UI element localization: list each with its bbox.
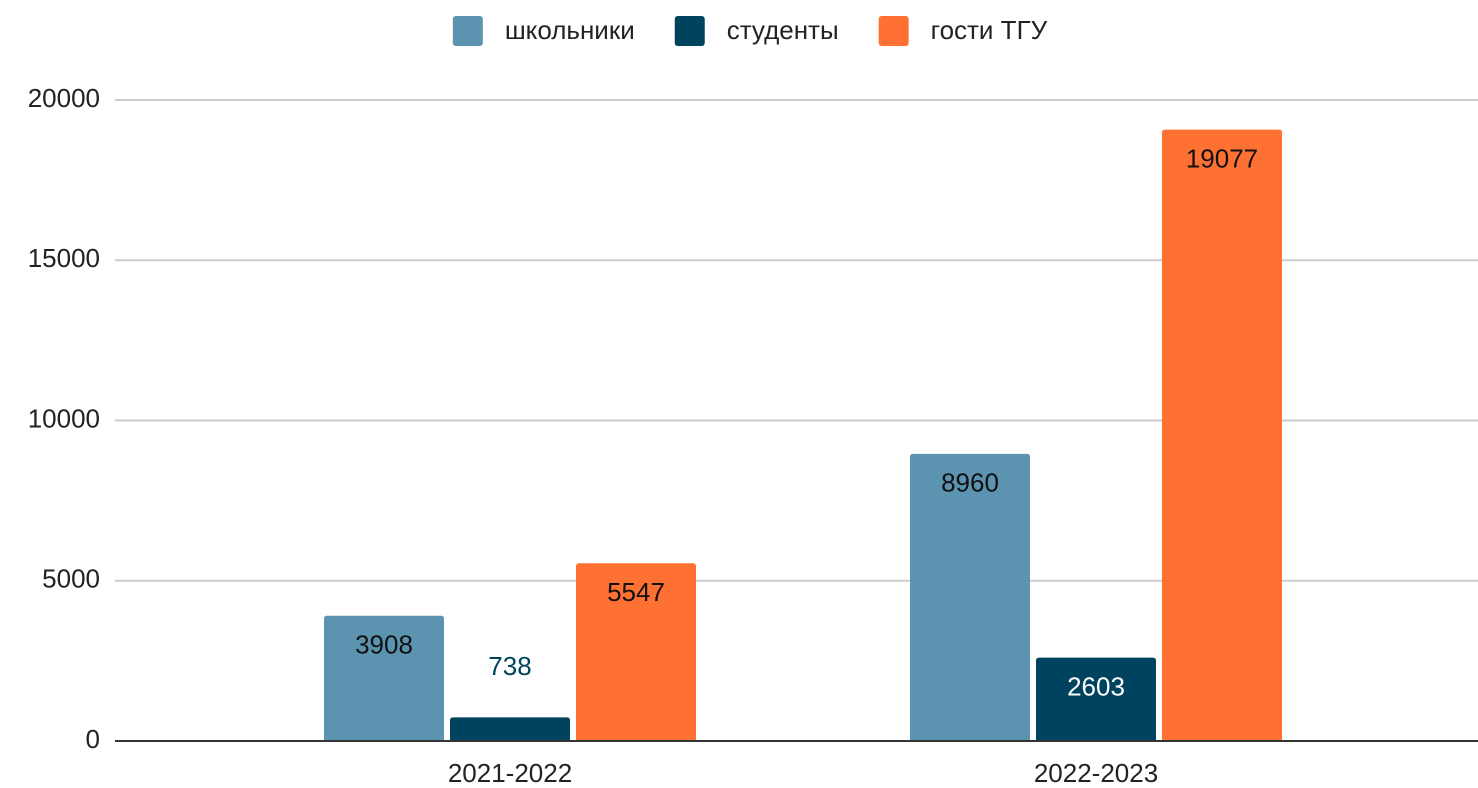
y-tick-label: 15000 bbox=[28, 243, 100, 273]
x-tick-label: 2022-2023 bbox=[1034, 758, 1158, 788]
legend-swatch bbox=[674, 16, 705, 46]
data-label: 3908 bbox=[355, 630, 413, 660]
data-label: 19077 bbox=[1186, 143, 1258, 173]
bar bbox=[1036, 657, 1156, 741]
data-label: 8960 bbox=[941, 468, 999, 498]
y-tick-label: 10000 bbox=[28, 403, 100, 433]
legend-label: гости ТГУ bbox=[931, 15, 1048, 45]
data-label: 738 bbox=[488, 651, 531, 681]
data-label: 2603 bbox=[1067, 671, 1125, 701]
data-label: 5547 bbox=[607, 577, 665, 607]
legend-label: студенты bbox=[727, 15, 839, 45]
bar bbox=[450, 717, 570, 741]
bar bbox=[910, 453, 1030, 741]
bar bbox=[324, 615, 444, 741]
legend-swatch bbox=[452, 16, 483, 46]
y-tick-label: 5000 bbox=[42, 564, 100, 594]
x-tick-label: 2021-2022 bbox=[448, 758, 572, 788]
bar bbox=[576, 563, 696, 741]
bar bbox=[1162, 129, 1282, 741]
legend-label: школьники bbox=[505, 15, 635, 45]
legend-swatch bbox=[878, 16, 909, 46]
y-tick-label: 20000 bbox=[28, 83, 100, 113]
y-tick-label: 0 bbox=[86, 724, 100, 754]
